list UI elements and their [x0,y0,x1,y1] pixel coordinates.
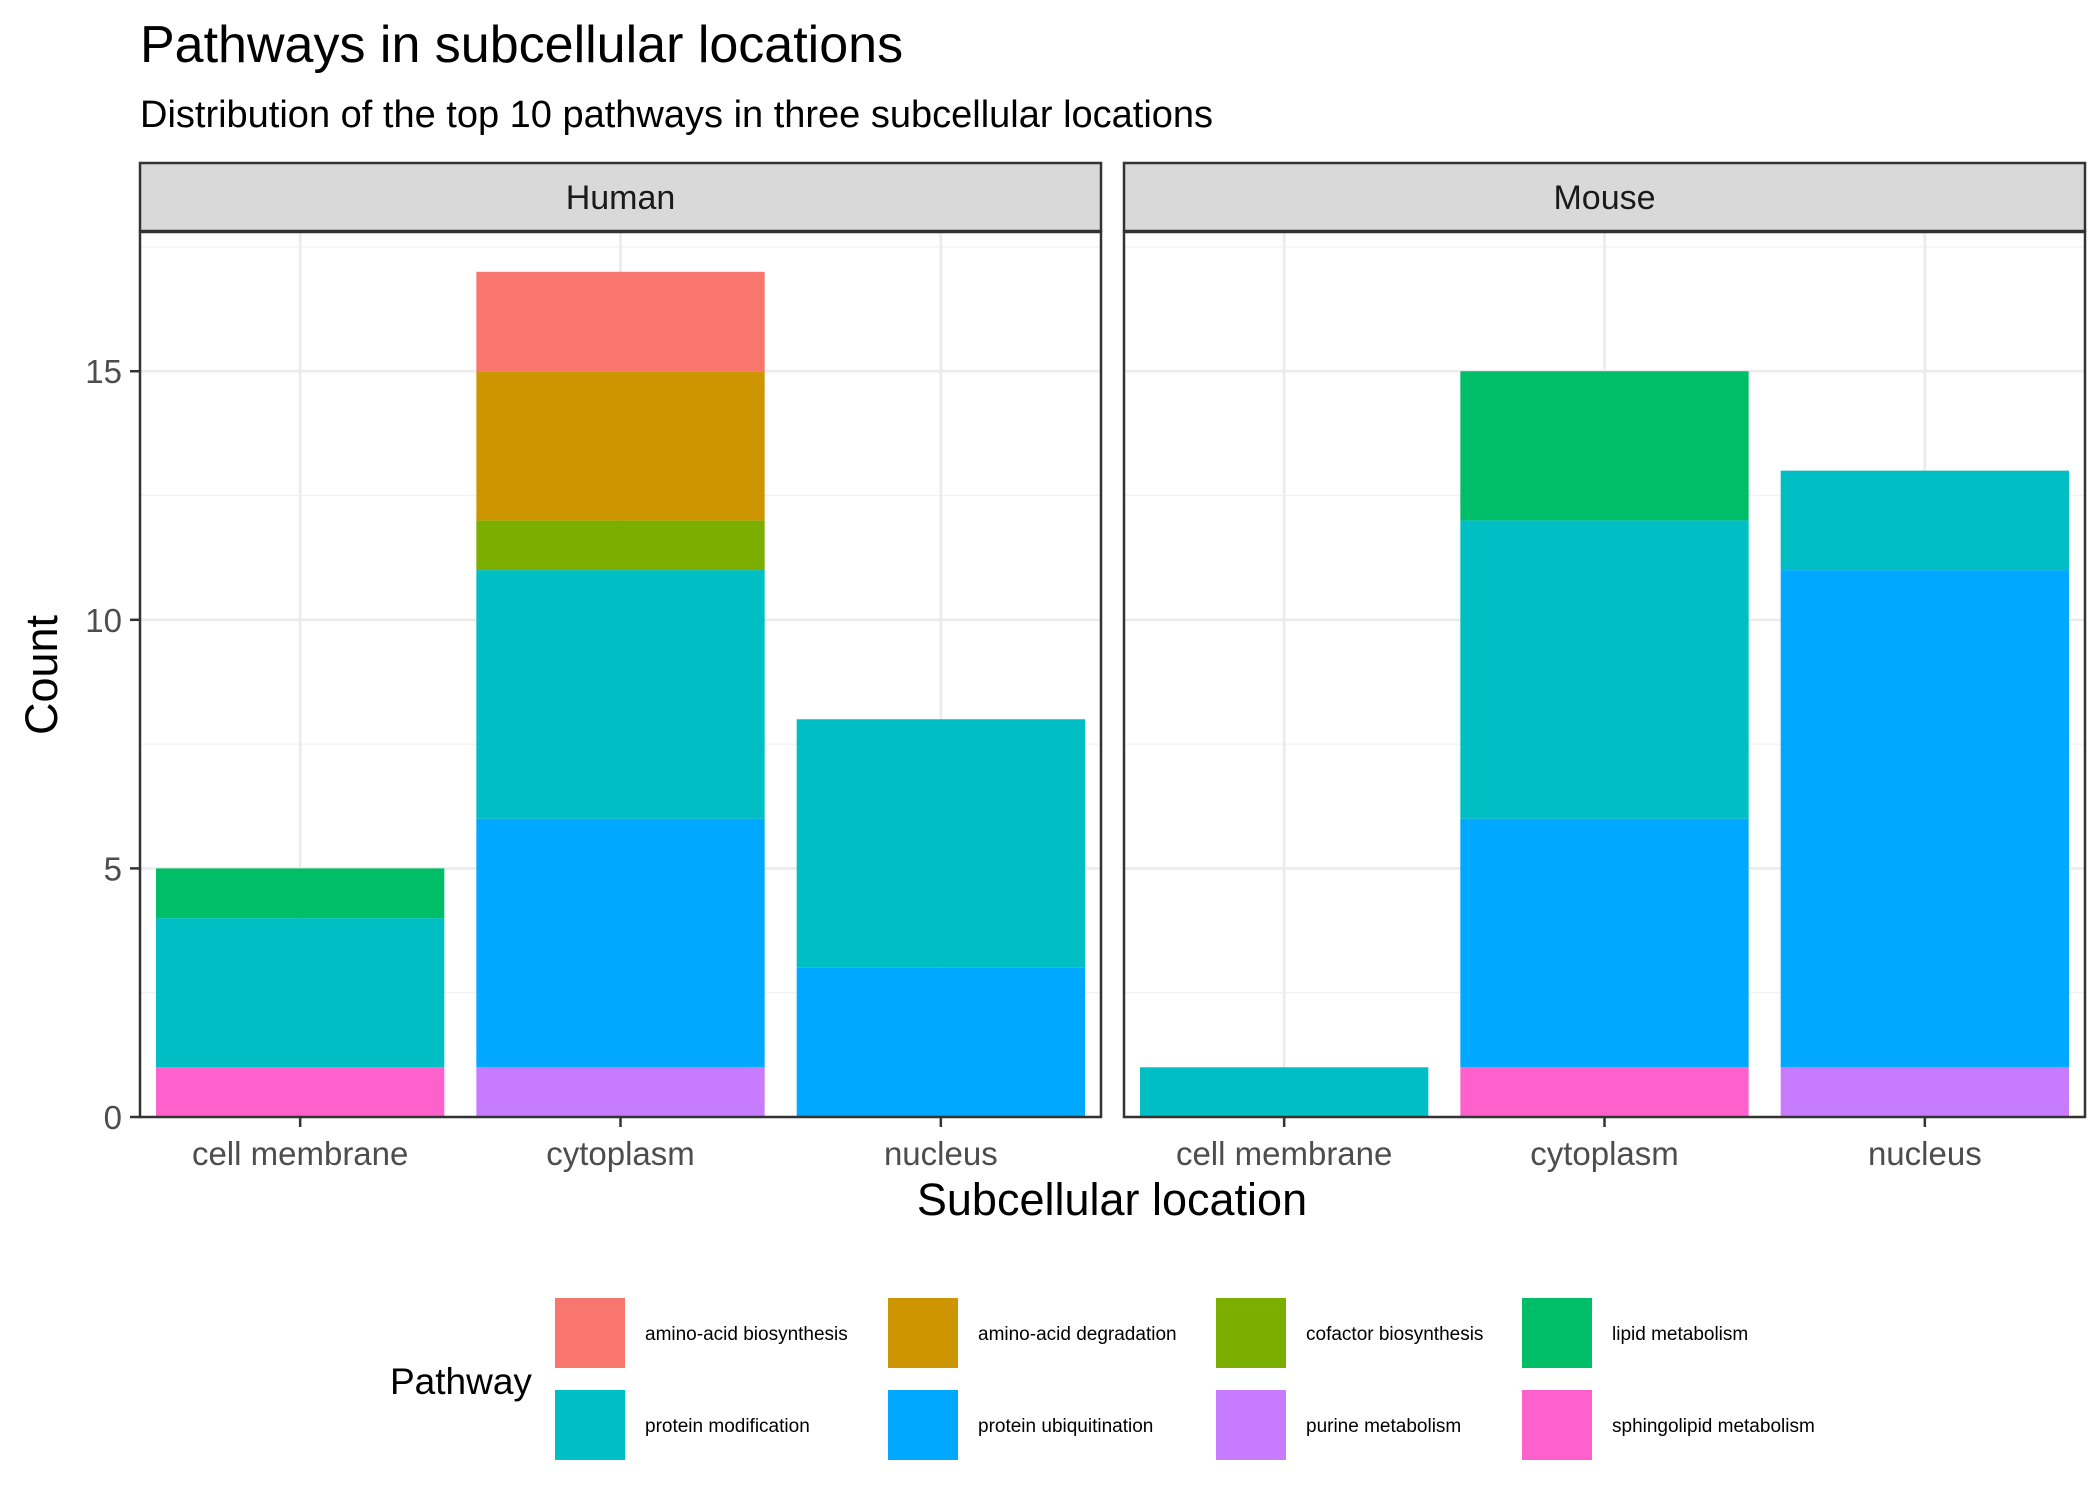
bar-human-cytoplasm-amino-acid-degradation [476,371,765,521]
y-tick-label: 0 [104,1099,122,1136]
legend-key-protein-modification [555,1390,625,1460]
legend-key-sphingolipid-metabolism [1522,1390,1592,1460]
legend-label: protein modification [645,1416,810,1437]
bar-human-cytoplasm-purine-metabolism [476,1067,765,1117]
legend-item-sphingolipid-metabolism: sphingolipid metabolism [1522,1390,1815,1460]
legend-label: amino-acid biosynthesis [645,1324,848,1345]
facet-panel-mouse: Mouse cell membrane cytoplasm nucleus [1122,161,2087,1172]
chart-subtitle: Distribution of the top 10 pathways in t… [140,94,1213,136]
legend-item-amino-acid-biosynthesis: amino-acid biosynthesis [555,1298,848,1368]
chart-title: Pathways in subcellular locations [140,16,903,74]
bar-human-cytoplasm-protein-modification [476,570,765,819]
y-tick-label: 10 [85,602,122,639]
legend-key-protein-ubiquitination [888,1390,958,1460]
y-tick-label: 15 [85,353,122,390]
x-tick-label: nucleus [1868,1135,1982,1172]
bar-human-cell-membrane-protein-modification [156,918,445,1068]
bar-human-nucleus-protein-modification [796,719,1085,968]
bar-mouse-nucleus-purine-metabolism [1780,1067,2069,1117]
facet-strip-mouse [1122,161,2087,233]
legend-key-purine-metabolism [1216,1390,1286,1460]
bar-human-cytoplasm-protein-ubiquitination [476,818,765,1068]
legend-key-amino-acid-biosynthesis [555,1298,625,1368]
y-tick-label: 5 [104,850,122,887]
legend-item-protein-ubiquitination: protein ubiquitination [888,1390,1153,1460]
x-tick-label: cell membrane [192,1135,408,1172]
bar-human-cytoplasm-amino-acid-biosynthesis [476,271,765,372]
legend-item-lipid-metabolism: lipid metabolism [1522,1298,1748,1368]
y-axis-title: Count [16,614,67,735]
bar-human-cell-membrane-lipid-metabolism [156,868,445,919]
x-tick-label: cytoplasm [546,1135,695,1172]
facet-strip-label: Mouse [1553,179,1655,217]
bar-mouse-nucleus-protein-modification [1780,470,2069,571]
x-tick-label: cytoplasm [1530,1135,1679,1172]
legend-item-protein-modification: protein modification [555,1390,810,1460]
bar-mouse-cytoplasm-protein-ubiquitination [1460,818,1749,1068]
legend-label: cofactor biosynthesis [1306,1324,1483,1345]
bar-mouse-cell-membrane-protein-modification [1140,1067,1429,1117]
bar-mouse-cytoplasm-sphingolipid-metabolism [1460,1067,1749,1117]
legend-item-purine-metabolism: purine metabolism [1216,1390,1461,1460]
legend-label: lipid metabolism [1612,1324,1748,1345]
legend-title: Pathway [390,1361,532,1402]
legend-label: amino-acid degradation [978,1324,1177,1345]
legend-key-amino-acid-degradation [888,1298,958,1368]
legend-item-amino-acid-degradation: amino-acid degradation [888,1298,1177,1368]
facet-strip-human [138,161,1103,233]
x-axis-title: Subcellular location [917,1174,1307,1225]
facet-panel-human: Human cell membrane cytoplasm nucleus [138,161,1103,1172]
x-tick-label: cell membrane [1176,1135,1392,1172]
bar-mouse-cytoplasm-protein-modification [1460,520,1749,819]
legend: Pathway amino-acid biosynthesis amino-acid… [390,1298,1815,1460]
bar-human-cytoplasm-cofactor-biosynthesis [476,520,765,571]
legend-label: protein ubiquitination [978,1416,1153,1437]
legend-item-cofactor-biosynthesis: cofactor biosynthesis [1216,1298,1483,1368]
legend-key-lipid-metabolism [1522,1298,1592,1368]
bar-mouse-cytoplasm-lipid-metabolism [1460,371,1749,521]
legend-label: sphingolipid metabolism [1612,1416,1815,1437]
bar-mouse-nucleus-protein-ubiquitination [1780,570,2069,1068]
bar-human-nucleus-protein-ubiquitination [796,967,1085,1117]
x-tick-label: nucleus [884,1135,998,1172]
facet-strip-label: Human [566,179,676,217]
bar-human-cell-membrane-sphingolipid-metabolism [156,1067,445,1117]
legend-label: purine metabolism [1306,1416,1461,1437]
legend-key-cofactor-biosynthesis [1216,1298,1286,1368]
facet-panels: Human cell membrane cytoplasm nucleus Mouse c… [138,161,2087,1172]
y-axis: 0 5 10 15 [85,353,140,1136]
